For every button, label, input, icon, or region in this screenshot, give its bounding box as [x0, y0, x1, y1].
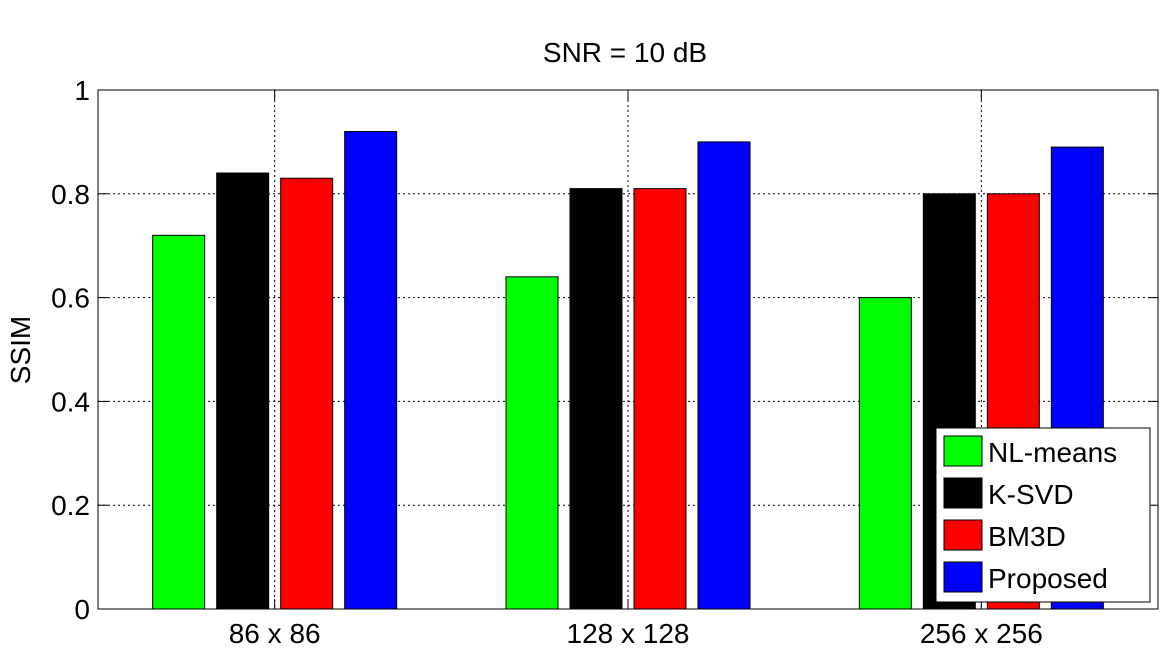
legend-label: BM3D: [988, 521, 1066, 552]
y-tick-label: 0.2: [51, 490, 90, 521]
y-tick-label: 0: [74, 594, 90, 625]
bar-k-svd-1: [216, 172, 270, 610]
y-tick-label: 0.8: [51, 179, 90, 210]
bar-k-svd-2: [569, 188, 623, 610]
legend-label: K-SVD: [988, 479, 1074, 510]
legend-swatch: [943, 477, 983, 509]
axis-ticks: 0 0.2 0.4 0.6 0.8 1 86 x 86 128 x 128 256 x 256: [51, 75, 1158, 649]
y-axis-label: SSIM: [5, 316, 36, 384]
bar-nl-means-2: [505, 276, 559, 610]
y-tick-label: 0.6: [51, 283, 90, 314]
bar-bm3d-2: [633, 188, 687, 610]
bar-bm3d-1: [280, 177, 334, 610]
chart-title: SNR = 10 dB: [543, 37, 707, 68]
bar-nl-means-3: [858, 297, 912, 610]
legend: NL-means K-SVD BM3D Proposed: [935, 427, 1151, 603]
bar-nl-means-1: [152, 234, 206, 610]
legend-swatch: [943, 435, 983, 467]
y-tick-label: 1: [74, 75, 90, 106]
grid-lines: [98, 90, 1158, 609]
legend-swatch: [943, 519, 983, 551]
bar-proposed-2: [697, 141, 751, 610]
y-tick-label: 0.4: [51, 386, 90, 417]
legend-label: Proposed: [988, 563, 1108, 594]
x-tick-label: 256 x 256: [920, 618, 1043, 649]
x-tick-label: 128 x 128: [567, 618, 690, 649]
legend-swatch: [943, 561, 983, 593]
legend-label: NL-means: [988, 437, 1117, 468]
bar-proposed-1: [344, 131, 398, 610]
x-tick-label: 86 x 86: [229, 618, 321, 649]
